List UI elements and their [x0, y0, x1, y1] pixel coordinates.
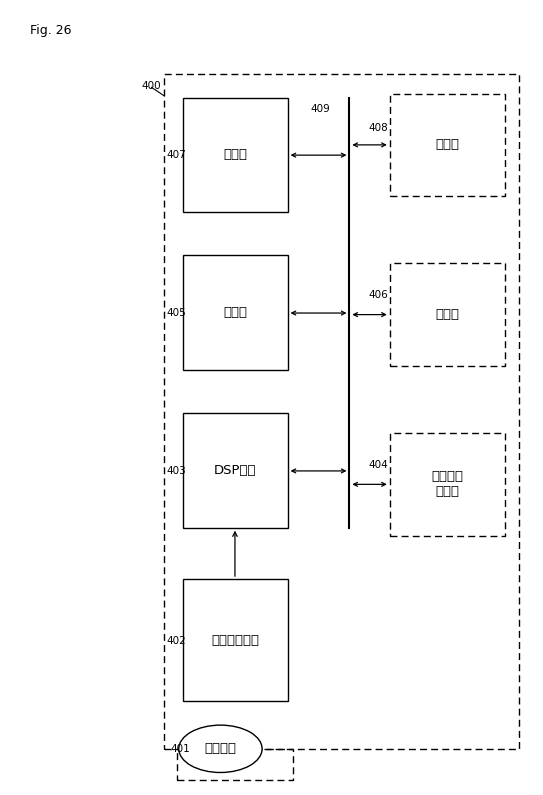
Text: 405: 405 — [167, 308, 186, 318]
Bar — [183, 255, 288, 370]
Bar — [178, 749, 293, 781]
Bar — [390, 263, 506, 366]
Text: 406: 406 — [368, 290, 388, 300]
Text: フレーム
メモリ: フレーム メモリ — [432, 471, 464, 498]
Bar — [183, 579, 288, 701]
Text: 401: 401 — [171, 744, 190, 754]
Text: 電源部: 電源部 — [435, 138, 459, 151]
Text: 表示部: 表示部 — [223, 306, 247, 319]
Text: DSP回路: DSP回路 — [214, 464, 256, 477]
Bar — [183, 413, 288, 528]
Bar — [183, 98, 288, 212]
Text: 記録部: 記録部 — [435, 308, 459, 321]
Text: 400: 400 — [141, 80, 161, 91]
Text: 407: 407 — [167, 150, 186, 160]
Text: 404: 404 — [368, 460, 388, 470]
Text: Fig. 26: Fig. 26 — [30, 24, 71, 37]
Bar — [390, 433, 506, 536]
Text: 409: 409 — [310, 104, 330, 114]
Text: 408: 408 — [368, 122, 388, 133]
Text: 固体撮像素子: 固体撮像素子 — [211, 634, 259, 647]
Ellipse shape — [179, 725, 262, 773]
Text: 操作部: 操作部 — [223, 148, 247, 161]
Text: レンズ鏡: レンズ鏡 — [205, 743, 236, 755]
Bar — [390, 94, 506, 196]
Bar — [164, 74, 519, 749]
Text: 403: 403 — [167, 466, 186, 476]
Text: 402: 402 — [167, 636, 186, 646]
